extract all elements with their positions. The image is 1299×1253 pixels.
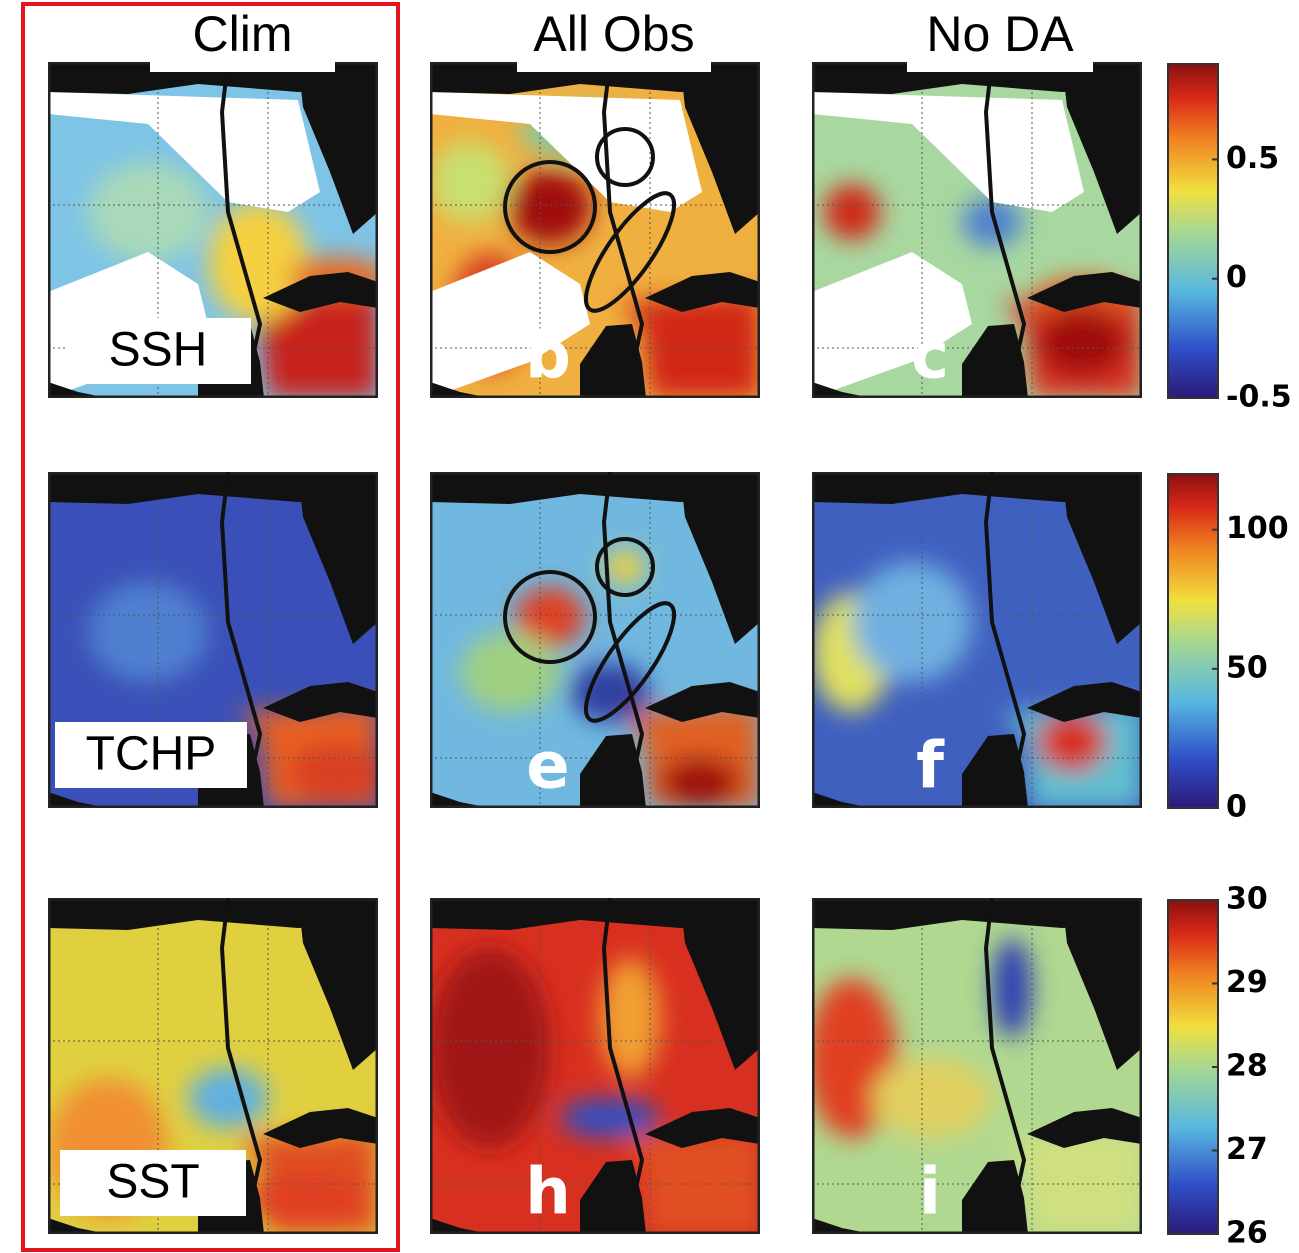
colorbar	[1168, 474, 1218, 808]
row-label: SSH	[109, 324, 208, 377]
colorbar-tick-label: 28	[1226, 1049, 1268, 1084]
colorbar-tick-label: 27	[1226, 1132, 1268, 1167]
colorbar-tick-label: -0.5	[1226, 380, 1292, 415]
panel-letter: c	[911, 320, 949, 394]
colorbar	[1168, 900, 1218, 1234]
row-label: TCHP	[86, 728, 217, 781]
column-title: No DA	[926, 6, 1074, 62]
panel-letter: f	[916, 730, 945, 804]
colorbar-tick-label: 100	[1226, 511, 1289, 546]
map-panel: c	[812, 62, 1142, 398]
figure: b c SSH -0.5 0 0.5 e f TCHP 0 50 100 h i SST 26 27 28 29 30…	[0, 0, 1299, 1253]
colorbar-tick-label: 30	[1226, 882, 1268, 917]
map-panel: h	[430, 898, 760, 1234]
panel-letter: b	[525, 320, 571, 394]
row-label: SST	[106, 1156, 199, 1209]
panel-letter: i	[919, 1156, 941, 1230]
column-title: Clim	[193, 6, 293, 62]
colorbar	[1168, 64, 1218, 398]
map-panel: b	[430, 62, 760, 398]
colorbar-tick-label: 0	[1226, 260, 1247, 295]
map-panel: f	[812, 472, 1142, 808]
colorbar-tick-label: 0	[1226, 790, 1247, 825]
panel-letter: h	[525, 1156, 571, 1230]
map-panel: i	[807, 898, 1142, 1234]
colorbar-tick-label: 26	[1226, 1216, 1268, 1251]
map-panel: e	[430, 472, 760, 808]
colorbar-tick-label: 29	[1226, 965, 1268, 1000]
colorbar-tick-label: 0.5	[1226, 141, 1279, 176]
column-title: All Obs	[533, 6, 694, 62]
colorbar-tick-label: 50	[1226, 650, 1268, 685]
panel-letter: e	[526, 730, 569, 804]
